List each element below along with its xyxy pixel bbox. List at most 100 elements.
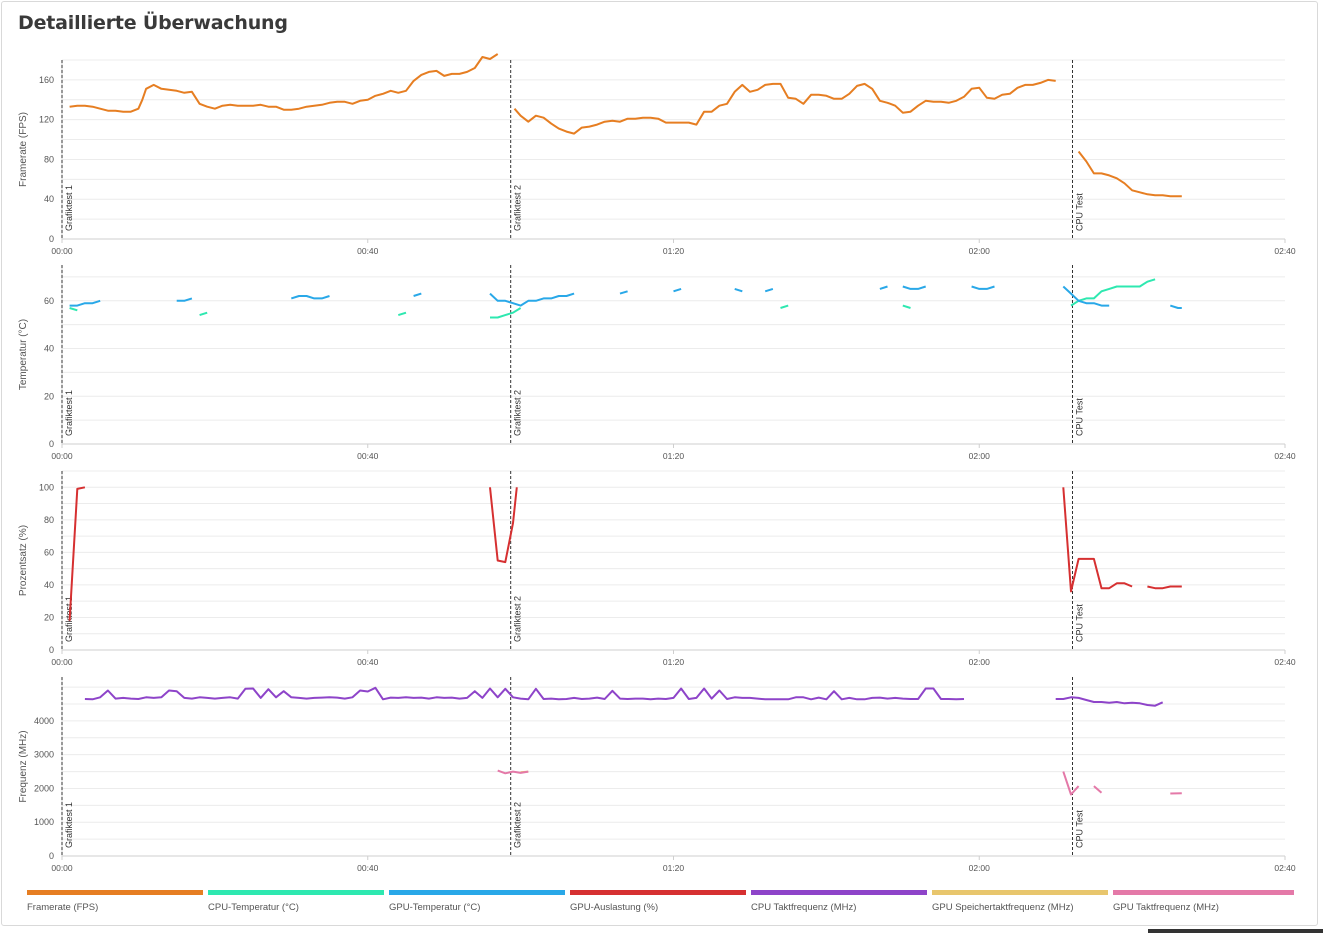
x-tick-label: 00:40 [357, 246, 379, 256]
series-line-gpu-temperatur-c- [1062, 285, 1110, 307]
x-tick-label: 02:40 [1274, 657, 1296, 667]
test-marker-label: Grafiktest 1 [64, 802, 74, 848]
y-tick-label: 0 [49, 851, 54, 861]
legend-item[interactable]: GPU Speichertaktfrequenz (MHz) [932, 890, 1108, 920]
x-tick-label: 02:40 [1274, 863, 1296, 873]
series-line-cpu-temperatur-c- [398, 311, 407, 317]
legend-label: Framerate (FPS) [27, 902, 99, 913]
test-marker-label: CPU Test [1075, 604, 1085, 642]
test-marker-label: Grafiktest 2 [513, 185, 523, 231]
x-tick-label: 02:00 [969, 657, 991, 667]
series-line-gpu-taktfrequenz-mhz- [1062, 771, 1080, 796]
x-tick-label: 00:00 [51, 451, 73, 461]
x-tick-label: 02:00 [969, 451, 991, 461]
x-tick-label: 00:00 [51, 657, 73, 667]
y-tick-label: 0 [49, 439, 54, 449]
legend-label: GPU-Auslastung (%) [570, 902, 659, 913]
legend-item[interactable]: Framerate (FPS) [27, 890, 203, 920]
y-tick-label: 40 [44, 194, 54, 204]
series-line-gpu-temperatur-c- [413, 292, 422, 297]
series-line-gpu-taktfrequenz-mhz- [497, 769, 529, 775]
series-line-cpu-temperatur-c- [199, 311, 208, 317]
y-tick-label: 60 [44, 296, 54, 306]
y-axis-title: Framerate (FPS) [18, 112, 29, 187]
series-line-gpu-temperatur-c- [902, 285, 927, 290]
series-line-gpu-temperatur-c- [971, 285, 995, 290]
series-line-gpu-temperatur-c- [69, 299, 101, 307]
x-tick-label: 02:00 [969, 863, 991, 873]
series-line-gpu-temperatur-c- [1170, 304, 1182, 309]
legend-label: GPU Speichertaktfrequenz (MHz) [932, 902, 1074, 913]
legend-color-swatch [208, 890, 384, 895]
series-line-cpu-temperatur-c- [1070, 278, 1156, 307]
series-line-cpu-temperatur-c- [69, 307, 78, 312]
series-line-gpu-temperatur-c- [489, 292, 575, 307]
y-tick-label: 80 [44, 515, 54, 525]
test-marker-label: CPU Test [1075, 810, 1085, 848]
y-tick-label: 40 [44, 580, 54, 590]
y-tick-label: 40 [44, 344, 54, 354]
series-line-cpu-temperatur-c- [780, 304, 789, 309]
series-line-gpu-temperatur-c- [734, 287, 743, 293]
test-marker-label: Grafiktest 2 [513, 390, 523, 436]
series-line-cpu-taktfrequenz-mhz- [84, 686, 965, 701]
legend-label: GPU-Temperatur (°C) [389, 902, 481, 913]
legend-label: CPU Taktfrequenz (MHz) [751, 902, 857, 913]
series-line-gpu-taktfrequenz-mhz- [1093, 785, 1103, 794]
legend-label: CPU-Temperatur (°C) [208, 902, 299, 913]
x-tick-label: 02:00 [969, 246, 991, 256]
y-tick-label: 0 [49, 645, 54, 655]
series-line-cpu-temperatur-c- [902, 304, 911, 309]
y-tick-label: 160 [39, 75, 54, 85]
legend-item[interactable]: CPU Taktfrequenz (MHz) [751, 890, 927, 920]
legend-color-swatch [932, 890, 1108, 895]
legend-item[interactable]: GPU-Auslastung (%) [570, 890, 746, 920]
x-tick-label: 00:40 [357, 863, 379, 873]
x-tick-label: 00:00 [51, 246, 73, 256]
y-tick-label: 60 [44, 547, 54, 557]
test-marker-label: CPU Test [1075, 398, 1085, 436]
legend-color-swatch [27, 890, 203, 895]
page-title: Detaillierte Überwachung [18, 12, 288, 34]
y-tick-label: 20 [44, 391, 54, 401]
y-tick-label: 20 [44, 612, 54, 622]
legend-item[interactable]: GPU-Temperatur (°C) [389, 890, 565, 920]
series-line-gpu-temperatur-c- [879, 285, 888, 290]
test-marker-label: Grafiktest 2 [513, 596, 523, 642]
x-tick-label: 00:40 [357, 657, 379, 667]
legend-color-swatch [570, 890, 746, 895]
test-marker-label: Grafiktest 1 [64, 185, 74, 231]
y-axis-title: Frequenz (MHz) [18, 730, 29, 802]
x-tick-label: 01:20 [663, 246, 685, 256]
series-line-framerate-fps- [1077, 150, 1182, 198]
y-axis-title: Temperatur (°C) [18, 319, 29, 390]
series-line-cpu-temperatur-c- [490, 307, 522, 319]
series-line-framerate-fps- [513, 78, 1056, 135]
y-axis-title: Prozentsatz (%) [18, 525, 29, 596]
series-line-gpu-temperatur-c- [291, 295, 330, 300]
series-line-gpu-temperatur-c- [176, 297, 193, 302]
legend-color-swatch [751, 890, 927, 895]
series-line-framerate-fps- [69, 53, 499, 113]
legend-item[interactable]: GPU Taktfrequenz (MHz) [1113, 890, 1294, 920]
x-tick-label: 02:40 [1274, 246, 1296, 256]
series-line-gpu-temperatur-c- [673, 287, 682, 293]
series-line-gpu-temperatur-c- [764, 287, 774, 293]
y-tick-label: 2000 [34, 783, 54, 793]
x-tick-label: 01:20 [663, 863, 685, 873]
series-line-cpu-taktfrequenz-mhz- [1055, 696, 1164, 707]
series-line-gpu-auslastung- [68, 486, 86, 621]
y-tick-label: 80 [44, 154, 54, 164]
legend-item[interactable]: CPU-Temperatur (°C) [208, 890, 384, 920]
x-tick-label: 00:00 [51, 863, 73, 873]
y-tick-label: 4000 [34, 716, 54, 726]
x-tick-label: 02:40 [1274, 451, 1296, 461]
legend-color-swatch [389, 890, 565, 895]
test-marker-label: CPU Test [1075, 193, 1085, 231]
y-tick-label: 120 [39, 115, 54, 125]
y-tick-label: 3000 [34, 750, 54, 760]
y-tick-label: 0 [49, 234, 54, 244]
legend-label: GPU Taktfrequenz (MHz) [1113, 902, 1219, 913]
series-line-gpu-auslastung- [1147, 585, 1182, 590]
